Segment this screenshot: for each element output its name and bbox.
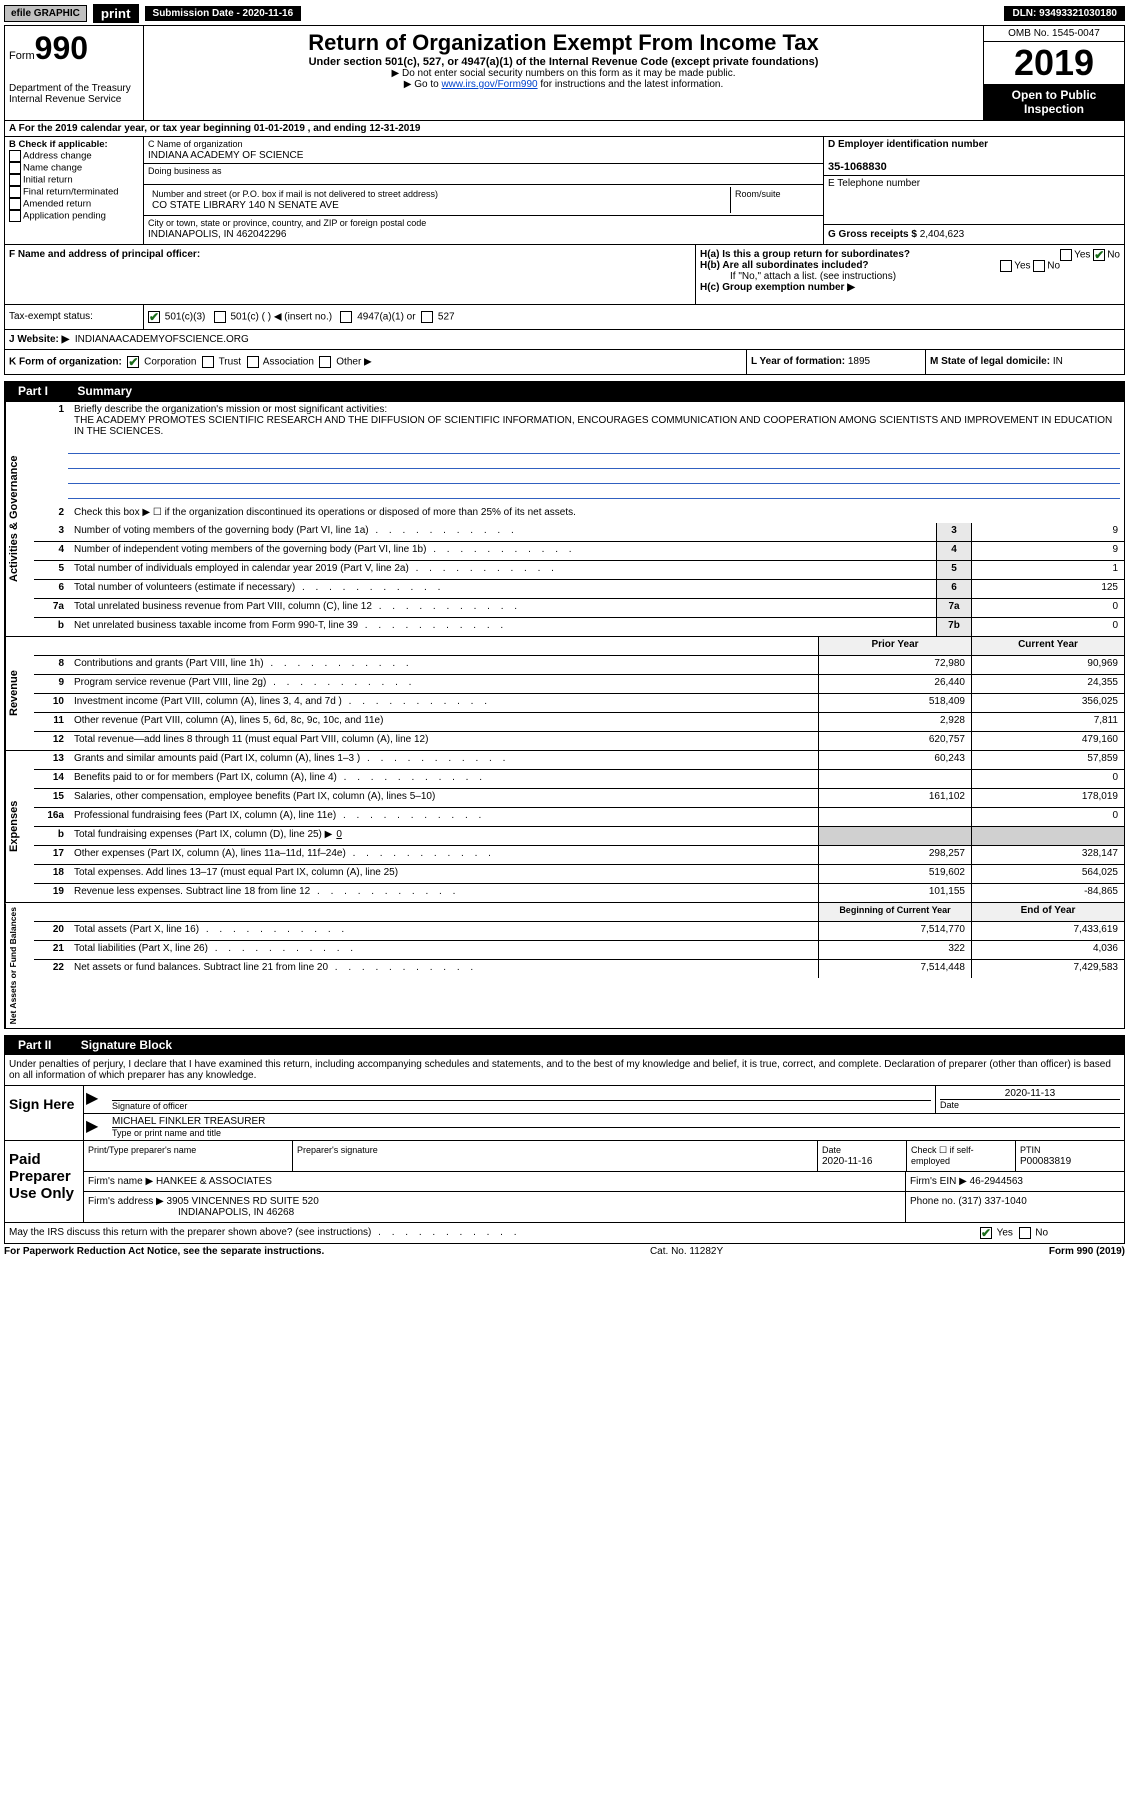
signature-block: Under penalties of perjury, I declare th… <box>4 1055 1125 1244</box>
sig-intro: Under penalties of perjury, I declare th… <box>5 1055 1124 1085</box>
ptin-value: P00083819 <box>1020 1156 1071 1167</box>
vtab-expenses: Expenses <box>5 751 34 902</box>
org-name: INDIANA ACADEMY OF SCIENCE <box>148 150 303 161</box>
chk-pending[interactable] <box>9 210 21 222</box>
chk-ha-yes[interactable] <box>1060 249 1072 261</box>
part1-body: Activities & Governance 1 Briefly descri… <box>4 401 1125 637</box>
ein-value: 35-1068830 <box>828 161 887 173</box>
paid-preparer-label: Paid Preparer Use Only <box>5 1141 84 1222</box>
expenses-block: Expenses 13Grants and similar amounts pa… <box>4 751 1125 903</box>
form-word: Form <box>9 50 35 62</box>
box-f: F Name and address of principal officer: <box>5 245 696 304</box>
firm-name: HANKEE & ASSOCIATES <box>156 1176 272 1187</box>
note-1: ▶ Do not enter social security numbers o… <box>148 68 979 79</box>
chk-final[interactable] <box>9 186 21 198</box>
chk-hb-yes[interactable] <box>1000 260 1012 272</box>
org-address: CO STATE LIBRARY 140 N SENATE AVE <box>152 200 339 211</box>
netassets-block: Net Assets or Fund Balances Beginning of… <box>4 903 1125 1029</box>
section-klm: K Form of organization: Corporation Trus… <box>4 350 1125 375</box>
chk-527[interactable] <box>421 311 433 323</box>
val-6: 125 <box>971 580 1124 598</box>
box-de: D Employer identification number 35-1068… <box>823 137 1124 244</box>
arrow-icon: ▶ <box>84 1114 108 1140</box>
chk-4947[interactable] <box>340 311 352 323</box>
dept-label: Department of the Treasury Internal Reve… <box>9 83 139 105</box>
firm-phone: (317) 337-1040 <box>958 1196 1026 1207</box>
chk-amended[interactable] <box>9 198 21 210</box>
org-city: INDIANAPOLIS, IN 462042296 <box>148 229 286 240</box>
form-number: 990 <box>35 30 88 66</box>
vtab-netassets: Net Assets or Fund Balances <box>5 903 34 1028</box>
box-c: C Name of organization INDIANA ACADEMY O… <box>144 137 823 244</box>
print-button[interactable]: print <box>93 4 139 23</box>
omb-number: OMB No. 1545-0047 <box>984 26 1124 42</box>
chk-assoc[interactable] <box>247 356 259 368</box>
vtab-activities: Activities & Governance <box>5 402 34 636</box>
val-4: 9 <box>971 542 1124 560</box>
efile-label: efile GRAPHIC <box>4 5 87 22</box>
arrow-icon: ▶ <box>84 1086 108 1113</box>
firm-ein: 46-2944563 <box>970 1176 1023 1187</box>
chk-ha-no[interactable] <box>1093 249 1105 261</box>
chk-trust[interactable] <box>202 356 214 368</box>
section-fh: F Name and address of principal officer:… <box>4 245 1125 305</box>
vtab-revenue: Revenue <box>5 637 34 750</box>
val-3: 9 <box>971 523 1124 541</box>
revenue-block: Revenue Prior Year Current Year 8Contrib… <box>4 637 1125 751</box>
header-left: Form990 Department of the Treasury Inter… <box>5 26 144 120</box>
chk-name[interactable] <box>9 162 21 174</box>
chk-hb-no[interactable] <box>1033 260 1045 272</box>
part2-header: Part II Signature Block <box>4 1035 1125 1055</box>
note-2: ▶ Go to www.irs.gov/Form990 for instruct… <box>148 79 979 90</box>
dln-label: DLN: 93493321030180 <box>1004 6 1125 21</box>
chk-corp[interactable] <box>127 356 139 368</box>
chk-501c[interactable] <box>214 311 226 323</box>
val-7a: 0 <box>971 599 1124 617</box>
chk-discuss-no[interactable] <box>1019 1227 1031 1239</box>
part1-header: Part I Summary <box>4 381 1125 401</box>
val-5: 1 <box>971 561 1124 579</box>
chk-discuss-yes[interactable] <box>980 1227 992 1239</box>
page-footer: For Paperwork Reduction Act Notice, see … <box>4 1244 1125 1259</box>
chk-address[interactable] <box>9 150 21 162</box>
officer-name: MICHAEL FINKLER TREASURER <box>112 1116 1120 1127</box>
header-mid: Return of Organization Exempt From Incom… <box>144 26 983 120</box>
website-value: INDIANAACADEMYOFSCIENCE.ORG <box>75 334 249 345</box>
box-b: B Check if applicable: Address change Na… <box>5 137 144 244</box>
sign-here-label: Sign Here <box>5 1086 84 1140</box>
form-header: Form990 Department of the Treasury Inter… <box>4 25 1125 121</box>
top-toolbar: efile GRAPHIC print Submission Date - 20… <box>4 4 1125 23</box>
section-j: J Website: ▶ INDIANAACADEMYOFSCIENCE.ORG <box>4 330 1125 350</box>
tax-year: 2019 <box>984 42 1124 84</box>
open-to-public: Open to Public Inspection <box>984 84 1124 120</box>
header-right: OMB No. 1545-0047 2019 Open to Public In… <box>983 26 1124 120</box>
chk-initial[interactable] <box>9 174 21 186</box>
gross-receipts: 2,404,623 <box>920 229 965 240</box>
val-7b: 0 <box>971 618 1124 636</box>
section-i: Tax-exempt status: 501(c)(3) 501(c) ( ) … <box>4 305 1125 330</box>
year-formation: 1895 <box>848 356 870 367</box>
state-domicile: IN <box>1053 356 1063 367</box>
box-h: H(a) Is this a group return for subordin… <box>696 245 1124 304</box>
form-title: Return of Organization Exempt From Incom… <box>148 30 979 56</box>
submission-date-label: Submission Date - 2020-11-16 <box>145 6 302 21</box>
chk-other[interactable] <box>319 356 331 368</box>
mission-text: THE ACADEMY PROMOTES SCIENTIFIC RESEARCH… <box>74 415 1112 437</box>
irs-link[interactable]: www.irs.gov/Form990 <box>441 79 537 90</box>
chk-501c3[interactable] <box>148 311 160 323</box>
section-bc: B Check if applicable: Address change Na… <box>4 137 1125 245</box>
form-subtitle: Under section 501(c), 527, or 4947(a)(1)… <box>148 56 979 68</box>
firm-addr: 3905 VINCENNES RD SUITE 520 <box>167 1196 319 1207</box>
row-a-period: A For the 2019 calendar year, or tax yea… <box>4 121 1125 137</box>
